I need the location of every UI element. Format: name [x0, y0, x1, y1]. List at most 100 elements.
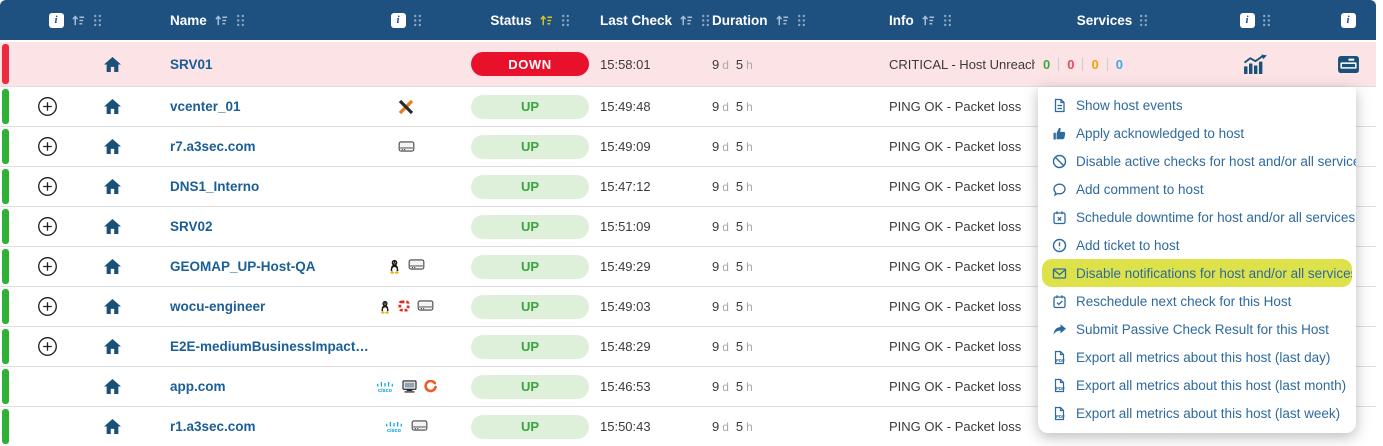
expand-icon[interactable]	[37, 136, 58, 157]
column-header-status[interactable]: Status	[460, 13, 600, 28]
column-header-last-check[interactable]: Last Check	[600, 13, 712, 28]
host-name-link[interactable]: DNS1_Interno	[170, 179, 260, 194]
host-icon-cell	[85, 98, 140, 115]
menu-item-label: Disable notifications for host and/or al…	[1076, 265, 1352, 281]
status-badge: UP	[471, 94, 589, 119]
status-cell: UP	[460, 374, 600, 399]
info-icon[interactable]: i	[48, 12, 64, 28]
cisco-icon: cisco	[377, 381, 393, 393]
menu-item-reschedule-check[interactable]: Reschedule next check for this Host	[1038, 287, 1356, 315]
metrics-chart-icon[interactable]	[1243, 53, 1268, 75]
hard-drive-icon	[408, 259, 424, 270]
svg-text:cisco: cisco	[378, 388, 393, 393]
drag-handle-icon[interactable]	[797, 14, 806, 27]
home-icon	[104, 138, 121, 155]
host-name-link[interactable]: wocu-engineer	[170, 299, 266, 314]
menu-item-apply-acknowledged[interactable]: Apply acknowledged to host	[1038, 119, 1356, 147]
info-icon[interactable]: i	[1239, 12, 1255, 28]
expand-cell	[10, 216, 85, 237]
status-cell: UP	[460, 174, 600, 199]
host-name-link[interactable]: r1.a3sec.com	[170, 419, 256, 434]
table-header: i Name i Status Last Check Duration Info…	[0, 0, 1376, 40]
host-name-link[interactable]: app.com	[170, 379, 226, 394]
host-icon-cell	[85, 56, 140, 73]
info-icon[interactable]: i	[1340, 12, 1356, 28]
share-arrow-icon	[1053, 323, 1066, 335]
column-header-graphs[interactable]: i	[1190, 12, 1320, 28]
sort-icon[interactable]	[679, 14, 694, 27]
drag-handle-icon[interactable]	[93, 14, 102, 27]
host-name-link[interactable]: SRV01	[170, 56, 213, 72]
menu-item-disable-active-checks[interactable]: Disable active checks for host and/or al…	[1038, 147, 1356, 175]
column-header-actions[interactable]: i	[1320, 12, 1376, 28]
menu-item-label: Export all metrics about this host (last…	[1076, 349, 1331, 365]
column-label: Duration	[712, 12, 768, 28]
services-ok-count: 0	[1043, 56, 1051, 72]
drag-handle-icon[interactable]	[1139, 14, 1148, 27]
drag-handle-icon[interactable]	[1262, 14, 1271, 27]
menu-item-export-metrics-last-week[interactable]: PDF Export all metrics about this host (…	[1038, 399, 1356, 427]
menu-item-add-ticket[interactable]: Add ticket to host	[1038, 231, 1356, 259]
menu-item-schedule-downtime[interactable]: Schedule downtime for host and/or all se…	[1038, 203, 1356, 231]
linux-icon	[380, 300, 389, 314]
column-header-os-icons[interactable]: i	[370, 12, 460, 28]
expand-icon[interactable]	[37, 296, 58, 317]
drag-handle-icon[interactable]	[701, 14, 710, 27]
menu-item-add-comment[interactable]: Add comment to host	[1038, 175, 1356, 203]
services-summary[interactable]: 0 0 0 0	[1035, 57, 1190, 72]
column-header-duration[interactable]: Duration	[712, 13, 885, 28]
sort-icon-active[interactable]	[539, 14, 554, 27]
expand-icon[interactable]	[37, 336, 58, 357]
services-unknown-count: 0	[1115, 56, 1123, 72]
sort-icon[interactable]	[775, 14, 790, 27]
row-actions-menu-icon[interactable]	[1337, 55, 1360, 74]
status-badge: UP	[471, 374, 589, 399]
pdf-file-icon: PDF	[1054, 406, 1065, 420]
column-header-info[interactable]: Info	[885, 13, 1035, 28]
drag-handle-icon[interactable]	[236, 14, 245, 27]
document-icon	[1054, 98, 1065, 112]
svg-text:PDF: PDF	[1056, 414, 1065, 419]
menu-item-submit-passive-check[interactable]: Submit Passive Check Result for this Hos…	[1038, 315, 1356, 343]
sort-icon[interactable]	[921, 14, 936, 27]
info-cell: PING OK - Packet loss	[889, 219, 1022, 234]
expand-icon[interactable]	[37, 176, 58, 197]
sort-icon[interactable]	[214, 14, 229, 27]
drag-handle-icon[interactable]	[561, 14, 570, 27]
menu-item-export-metrics-last-month[interactable]: PDF Export all metrics about this host (…	[1038, 371, 1356, 399]
host-name-link[interactable]: E2E-mediumBusinessImpact…	[170, 339, 369, 354]
host-state-bar	[2, 369, 9, 404]
last-check-cell: 15:48:29	[600, 339, 651, 354]
drag-handle-icon[interactable]	[413, 14, 422, 27]
menu-item-show-host-events[interactable]: Show host events	[1038, 91, 1356, 119]
host-name-link[interactable]: SRV02	[170, 219, 213, 234]
expand-icon[interactable]	[37, 96, 58, 117]
menu-item-export-metrics-last-day[interactable]: PDF Export all metrics about this host (…	[1038, 343, 1356, 371]
host-name-link[interactable]: r7.a3sec.com	[170, 139, 256, 154]
host-icon-cell	[85, 378, 140, 395]
last-check-cell: 15:49:03	[600, 299, 651, 314]
drag-handle-icon[interactable]	[943, 14, 952, 27]
last-check-cell: 15:49:09	[600, 139, 651, 154]
host-name-link[interactable]: vcenter_01	[170, 99, 241, 114]
column-header-services[interactable]: Services	[1035, 13, 1190, 28]
menu-item-disable-notifications[interactable]: Disable notifications for host and/or al…	[1042, 259, 1352, 287]
calendar-check-icon	[1053, 294, 1066, 308]
host-name-link[interactable]: GEOMAP_UP-Host-QA	[170, 259, 316, 274]
envelope-icon	[1052, 267, 1067, 279]
column-header-state[interactable]: i	[10, 12, 140, 28]
expand-icon[interactable]	[37, 256, 58, 277]
info-icon[interactable]: i	[390, 12, 406, 28]
host-state-bar	[2, 129, 9, 164]
sort-icon[interactable]	[71, 14, 86, 27]
last-check-cell: 15:46:53	[600, 379, 651, 394]
column-header-name[interactable]: Name	[140, 13, 370, 28]
menu-item-label: Submit Passive Check Result for this Hos…	[1076, 321, 1329, 337]
expand-cell	[10, 336, 85, 357]
expand-icon[interactable]	[37, 216, 58, 237]
menu-item-label: Reschedule next check for this Host	[1076, 293, 1292, 309]
host-state-bar	[2, 89, 9, 124]
